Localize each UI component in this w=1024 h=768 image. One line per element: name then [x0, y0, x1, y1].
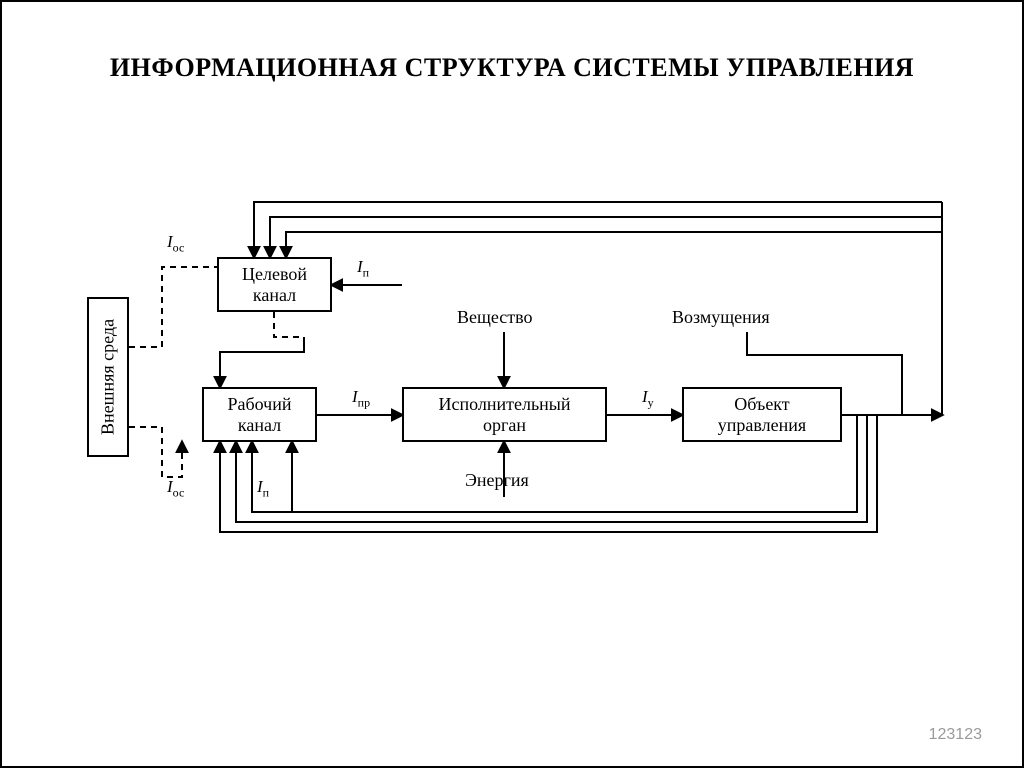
var-I_oc_top: Iос [167, 232, 184, 255]
var-I_n_top: Iп [357, 257, 369, 280]
block-diagram: Внешняя среда Целевойканал Рабочийканал Исп… [72, 177, 952, 597]
var-I_oc_bottom: Iос [167, 477, 184, 500]
label-energy: Энергия [465, 470, 529, 491]
var-I_y: Iу [642, 387, 654, 410]
footer-page-number: 123123 [929, 726, 982, 744]
page-title: ИНФОРМАЦИОННАЯ СТРУКТУРА СИСТЕМЫ УПРАВЛЕ… [2, 50, 1022, 85]
slide: ИНФОРМАЦИОННАЯ СТРУКТУРА СИСТЕМЫ УПРАВЛЕ… [0, 0, 1024, 768]
node-target_ch: Целевойканал [217, 257, 332, 312]
var-I_n_bottom: Iп [257, 477, 269, 500]
var-I_pr: Iпр [352, 387, 370, 410]
node-exec_organ: Исполнительныйорган [402, 387, 607, 442]
label-substance: Вещество [457, 307, 533, 328]
label-perturbations: Возмущения [672, 307, 770, 328]
node-external_env: Внешняя среда [87, 297, 129, 457]
node-control_obj: Объектуправления [682, 387, 842, 442]
node-working_ch: Рабочийканал [202, 387, 317, 442]
